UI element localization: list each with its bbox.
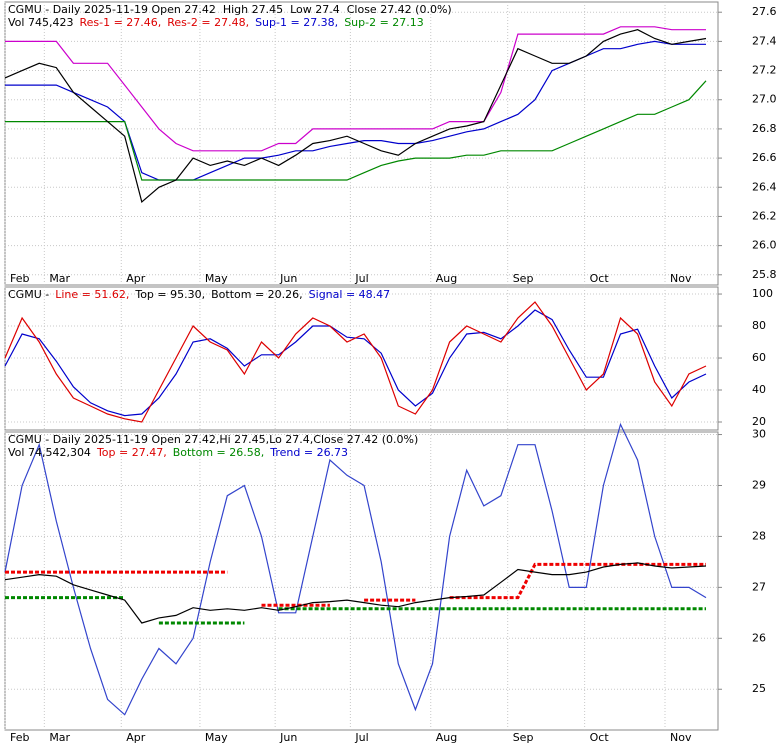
x-tick-label: Mar bbox=[49, 731, 70, 744]
series-line bbox=[5, 562, 706, 607]
series-line bbox=[4, 562, 707, 624]
header-item: Signal = 48.47 bbox=[309, 288, 391, 301]
x-tick-label: Jul bbox=[354, 272, 368, 285]
header-line: CGMU - Daily 2025-11-19 Open 27.42 High … bbox=[8, 3, 452, 16]
panel: 20 40 60 80 100 CGMU - Line = 51.62, Top = 95.3… bbox=[4, 286, 773, 431]
x-tick-label: Jun bbox=[279, 272, 297, 285]
plot-frame bbox=[4, 431, 719, 731]
x-tick-label: Oct bbox=[590, 731, 610, 744]
header-item: CGMU - bbox=[8, 288, 49, 301]
header-line: CGMU - Daily 2025-11-19 Open 27.42,Hi 27… bbox=[8, 433, 418, 446]
series-line bbox=[5, 80, 707, 181]
header-line: CGMU - Line = 51.62, Top = 95.30, Bottom = … bbox=[8, 288, 390, 301]
header-item: CGMU - Daily 2025-11-19 Open 27.42 High … bbox=[8, 3, 452, 16]
x-tick-label: May bbox=[205, 731, 228, 744]
series-line bbox=[4, 422, 707, 716]
x-tick-label: Apr bbox=[126, 731, 146, 744]
header-item: Line = 51.62, bbox=[55, 288, 129, 301]
x-tick-label: Sep bbox=[513, 272, 534, 285]
y-tick-label: 80 bbox=[752, 319, 766, 332]
y-tick-label: 26.6 bbox=[752, 151, 777, 164]
panel: 25.8 26.0 26.2 26.4 26.6 26.8 27.0 27.2 27.4 27.6… bbox=[4, 1, 777, 286]
y-tick-label: 27.4 bbox=[752, 34, 777, 47]
x-tick-label: Sep bbox=[513, 731, 534, 744]
y-tick-label: 100 bbox=[752, 287, 773, 300]
x-tick-label: Apr bbox=[126, 272, 146, 285]
header-item: Vol 745,423 bbox=[8, 16, 73, 29]
y-tick-label: 25 bbox=[752, 682, 766, 695]
header-item: Res-1 = 27.46, bbox=[79, 16, 161, 29]
y-tick-label: 27.2 bbox=[752, 64, 777, 77]
y-tick-label: 29 bbox=[752, 478, 766, 491]
header-item: Top = 27.47, bbox=[96, 446, 167, 459]
x-tick-label: Nov bbox=[670, 272, 692, 285]
x-tick-label: Oct bbox=[590, 272, 610, 285]
header-item: Sup-1 = 27.38, bbox=[255, 16, 338, 29]
series-line bbox=[4, 29, 707, 203]
header-item: Bottom = 20.26, bbox=[211, 288, 303, 301]
header-item: Trend = 26.73 bbox=[269, 446, 348, 459]
x-tick-label: Jun bbox=[279, 731, 297, 744]
y-tick-label: 26.0 bbox=[752, 239, 777, 252]
y-tick-label: 26.8 bbox=[752, 122, 777, 135]
y-tick-label: 27.0 bbox=[752, 93, 777, 106]
header-item: Top = 95.30, bbox=[134, 288, 205, 301]
header-item: Res-2 = 27.48, bbox=[167, 16, 249, 29]
y-tick-label: 26.4 bbox=[752, 180, 777, 193]
header-item: Vol 74,542,304 bbox=[8, 446, 91, 459]
y-tick-label: 20 bbox=[752, 415, 766, 428]
header-line: Vol 74,542,304 Top = 27.47, Bottom = 26.58… bbox=[8, 446, 348, 459]
y-tick-label: 40 bbox=[752, 383, 766, 396]
x-tick-label: Mar bbox=[49, 272, 70, 285]
x-tick-label: Jul bbox=[354, 731, 368, 744]
x-tick-label: Aug bbox=[436, 272, 457, 285]
y-tick-label: 25.8 bbox=[752, 268, 777, 281]
x-tick-label: Feb bbox=[10, 272, 29, 285]
y-tick-label: 60 bbox=[752, 351, 766, 364]
panel: 25 26 27 28 29 30 Feb Mar Apr May Jun Jul Aug Sep Oct N… bbox=[4, 422, 766, 744]
y-tick-label: 27 bbox=[752, 580, 766, 593]
x-tick-label: Aug bbox=[436, 731, 457, 744]
series-line bbox=[5, 26, 706, 152]
y-tick-label: 27.6 bbox=[752, 5, 777, 18]
plot-frame bbox=[4, 1, 719, 286]
header-item: CGMU - Daily 2025-11-19 Open 27.42,Hi 27… bbox=[8, 433, 418, 446]
x-tick-label: Feb bbox=[10, 731, 29, 744]
y-tick-label: 26.2 bbox=[752, 209, 777, 222]
header-line: Vol 745,423 Res-1 = 27.46, Res-2 = 27.48, S… bbox=[8, 16, 424, 29]
header-item: Bottom = 26.58, bbox=[173, 446, 265, 459]
y-tick-label: 28 bbox=[752, 529, 766, 542]
y-tick-label: 26 bbox=[752, 631, 766, 644]
y-tick-label: 30 bbox=[752, 428, 766, 441]
header-item: Sup-2 = 27.13 bbox=[344, 16, 424, 29]
series-line bbox=[4, 301, 707, 423]
series-line bbox=[5, 596, 706, 625]
x-tick-label: Nov bbox=[670, 731, 692, 744]
x-tick-label: May bbox=[205, 272, 228, 285]
series-line bbox=[5, 40, 706, 181]
